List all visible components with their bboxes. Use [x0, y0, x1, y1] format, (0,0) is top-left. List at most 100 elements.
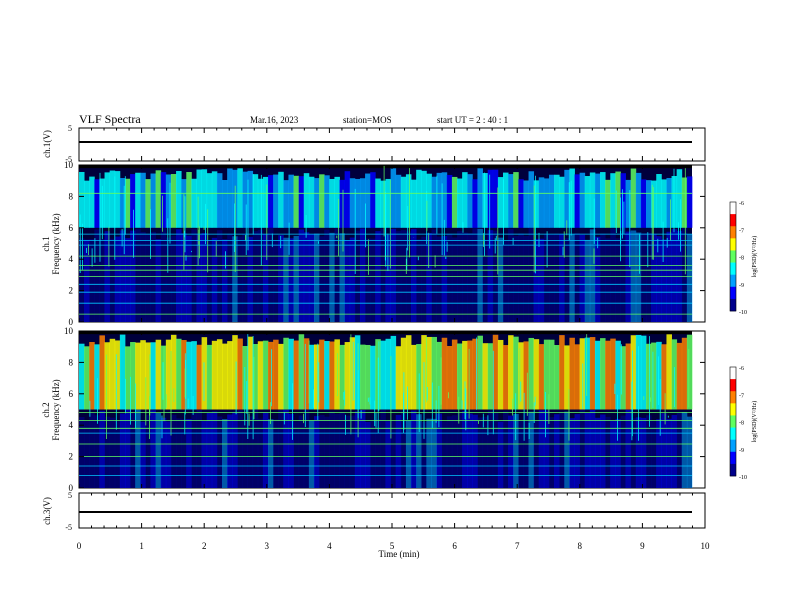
date-label: Mar.16, 2023 [250, 115, 299, 125]
spec-cell [329, 341, 335, 410]
spec-cell [513, 336, 519, 410]
spec-cell [313, 344, 320, 410]
spec-cell [661, 239, 667, 322]
spec-cell [651, 342, 657, 410]
spec-cell [640, 179, 647, 228]
spec-cell [594, 173, 601, 228]
time-tick-label: 5 [390, 541, 395, 551]
spec-cell [114, 420, 121, 488]
spec-cell [354, 335, 361, 410]
spec-cell [548, 417, 555, 488]
spec-cell [426, 232, 432, 322]
spec-cell [676, 342, 683, 410]
ch1-spectrogram-axes: 0 2 4 6 8 10 [64, 160, 706, 327]
spec-cell [222, 180, 228, 228]
spec-cell [191, 341, 197, 410]
spec-cell [349, 337, 356, 410]
spec-cell [528, 228, 535, 322]
colorbar-segment [730, 427, 736, 440]
spec-cell [308, 344, 315, 410]
spec-cell [268, 419, 274, 488]
spec-cell [165, 339, 172, 410]
spec-cell [89, 238, 95, 322]
spec-cell [686, 334, 693, 410]
spec-cell [114, 171, 121, 228]
spec-cell [150, 173, 157, 228]
spec-cell [155, 170, 162, 228]
spec-cell [651, 233, 657, 322]
colorbar-segment [730, 238, 736, 251]
spec-cell [543, 339, 550, 410]
spec-cell [533, 180, 540, 228]
spec-cell [298, 176, 305, 228]
ch2-spectrogram-image [79, 331, 693, 488]
spec-cell [140, 172, 146, 228]
spec-cell [441, 337, 448, 410]
spec-cell [492, 169, 499, 228]
colorbar-frame [729, 366, 737, 477]
spec-cell [308, 420, 315, 488]
spec-cell [84, 180, 90, 228]
spec-cell [359, 228, 366, 322]
spec-cell [242, 234, 248, 322]
spec-cell [518, 233, 524, 322]
spec-cell [600, 233, 606, 322]
time-tick-label: 6 [452, 541, 457, 551]
spec-cell [446, 416, 453, 488]
spec-cell [666, 177, 672, 228]
spec-cell [630, 168, 637, 228]
time-axis-label: Time (min) [379, 549, 420, 559]
spec-cell [375, 419, 381, 488]
spec-cell [222, 343, 228, 410]
spec-cell [94, 415, 100, 488]
freq-tick-label: 10 [64, 160, 74, 170]
time-tick-label: 8 [578, 541, 583, 551]
spec-cell [303, 409, 310, 488]
spec-cell [686, 416, 693, 488]
spec-cell [482, 239, 489, 322]
colorbar-tick-label: -7 [739, 228, 744, 234]
spec-cell [329, 232, 335, 322]
spec-cell [176, 338, 182, 410]
colorbar-tick-label: -6 [739, 366, 744, 372]
spec-cell [400, 230, 407, 322]
spec-cell [477, 228, 483, 322]
spec-cell [135, 342, 141, 410]
spec-cell [523, 411, 529, 488]
colorbar-segment [730, 202, 736, 215]
spec-cell [543, 233, 550, 322]
spec-cell [206, 412, 213, 488]
time-tick-label: 0 [77, 541, 82, 551]
spec-cell [222, 239, 228, 322]
spec-cell [155, 239, 162, 322]
spec-cell [615, 171, 621, 228]
spec-cell [615, 418, 621, 488]
spec-cell [278, 235, 284, 322]
spec-cell [262, 176, 269, 228]
spec-cell [508, 228, 514, 322]
spec-cell [451, 237, 458, 322]
ch3-waveform-ylabel: ch.3(V) [42, 497, 52, 525]
spec-cell [436, 413, 443, 488]
spec-cell [191, 412, 197, 488]
spec-cell [421, 236, 427, 322]
spec-cell [446, 174, 453, 228]
spec-cell [462, 410, 468, 488]
spec-cell [569, 418, 575, 488]
spec-cell [600, 338, 606, 410]
spec-cell [365, 421, 371, 488]
spec-cell [610, 338, 616, 410]
spec-cell [492, 334, 499, 410]
colorbar-tick-label: -6 [739, 201, 744, 207]
ch3-waveform-panel: 5 -5 ch.3(V) [42, 491, 706, 532]
spec-cell [380, 409, 386, 488]
spec-cell [160, 172, 167, 228]
spec-cell [324, 229, 330, 322]
spec-cell [508, 415, 514, 488]
spec-cell [232, 236, 238, 322]
spec-cell [186, 418, 192, 488]
spec-cell [109, 238, 116, 322]
spec-cell [584, 337, 591, 410]
spec-cell [502, 172, 509, 228]
